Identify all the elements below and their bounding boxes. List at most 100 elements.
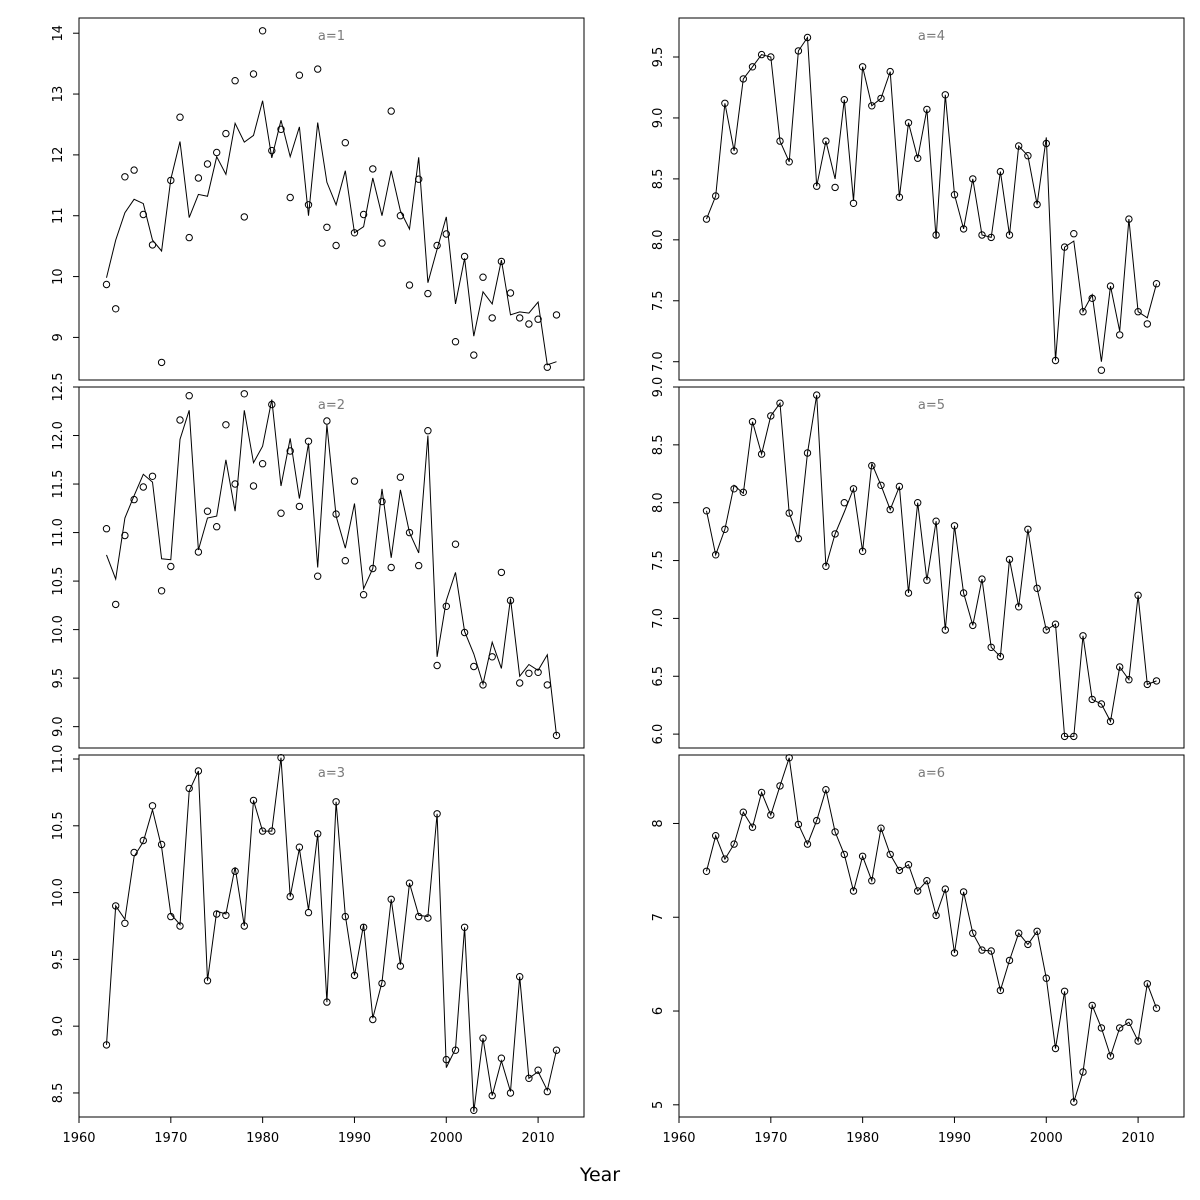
data-point (877, 481, 885, 489)
data-point (1088, 695, 1096, 704)
data-point (176, 416, 184, 424)
data-point (776, 782, 784, 790)
data-point (378, 239, 386, 247)
data-point (1024, 152, 1032, 160)
data-point (277, 754, 285, 762)
x-tick-label: 1980 (846, 1131, 879, 1146)
data-point (157, 587, 166, 595)
data-point (748, 63, 757, 71)
y-tick-label: 10.0 (51, 878, 66, 907)
data-point (268, 827, 276, 835)
y-tick-label: 14 (51, 25, 66, 42)
data-point (1097, 700, 1106, 708)
data-point (470, 1106, 478, 1115)
data-point (148, 802, 157, 810)
data-point (460, 923, 469, 931)
data-point (176, 113, 184, 121)
data-point (739, 808, 747, 816)
data-point (350, 229, 359, 237)
data-point (405, 879, 414, 887)
data-point (941, 885, 949, 893)
data-point (516, 679, 524, 687)
data-point (959, 589, 968, 597)
data-point (277, 125, 285, 134)
data-point (314, 572, 322, 580)
data-point (886, 850, 894, 859)
plot-frame (678, 386, 1185, 749)
data-point (277, 509, 285, 517)
data-point (794, 820, 803, 829)
data-point (121, 919, 129, 927)
data-point (748, 418, 757, 426)
data-point (822, 786, 830, 794)
x-tick-label: 1980 (246, 1131, 279, 1146)
data-point (904, 119, 913, 127)
panel-label: a=4 (918, 29, 945, 44)
data-point (369, 165, 377, 173)
y-tick-label: 8.5 (651, 169, 666, 190)
data-point (950, 949, 959, 957)
data-point (1060, 732, 1069, 741)
data-point (1070, 230, 1078, 238)
y-tick-label: 12.5 (51, 373, 66, 402)
data-point (479, 681, 487, 689)
data-point (1106, 717, 1115, 726)
data-point (849, 485, 858, 493)
data-point (1134, 308, 1142, 316)
y-tick-label: 9.5 (51, 668, 66, 689)
data-point (1042, 626, 1051, 634)
data-point (1079, 632, 1087, 640)
data-point (506, 596, 515, 605)
data-point (442, 1055, 450, 1064)
plot-frame (678, 754, 1185, 1118)
data-point (721, 99, 729, 108)
data-point (525, 320, 533, 328)
data-point (240, 922, 249, 930)
x-tick-label: 1970 (754, 1131, 787, 1146)
data-point (460, 252, 469, 261)
y-tick-label: 9.5 (651, 47, 666, 68)
data-point (442, 230, 450, 238)
data-point (914, 887, 922, 895)
data-point (194, 174, 203, 182)
data-point (203, 977, 212, 985)
data-point (424, 427, 432, 435)
x-tick-label: 1990 (938, 1131, 971, 1146)
data-point (803, 840, 812, 848)
data-point (451, 1046, 460, 1054)
y-tick-label: 9.0 (51, 716, 66, 737)
data-point (1033, 200, 1041, 209)
data-point (148, 241, 157, 249)
data-point (739, 75, 747, 83)
data-point (721, 525, 729, 533)
y-tick-label: 12.0 (51, 421, 66, 450)
data-point (1088, 1001, 1096, 1010)
data-point (1051, 620, 1060, 628)
data-point (840, 850, 848, 859)
data-point (222, 129, 230, 138)
data-point (451, 540, 460, 548)
data-point (1033, 927, 1041, 935)
data-point (1097, 1024, 1106, 1032)
chart-panel-1: a=1 9 10 11 12 13 14 (51, 17, 585, 381)
data-point (877, 94, 885, 103)
series-line (106, 399, 557, 736)
data-point (1106, 282, 1115, 290)
data-point (767, 412, 775, 420)
data-point (923, 576, 931, 584)
panel-label: a=6 (918, 766, 945, 781)
data-point (996, 986, 1005, 995)
data-point (286, 447, 294, 455)
data-point (886, 67, 894, 76)
data-point (969, 929, 977, 937)
data-point (552, 731, 561, 740)
x-tick-label: 2010 (522, 1131, 555, 1146)
data-point (1060, 987, 1069, 995)
data-point (1015, 142, 1023, 150)
y-tick-label: 11.0 (51, 518, 66, 547)
data-point (813, 391, 821, 399)
data-point (112, 305, 120, 313)
data-point (516, 973, 524, 981)
data-point (1024, 940, 1032, 949)
data-point (1097, 366, 1106, 374)
